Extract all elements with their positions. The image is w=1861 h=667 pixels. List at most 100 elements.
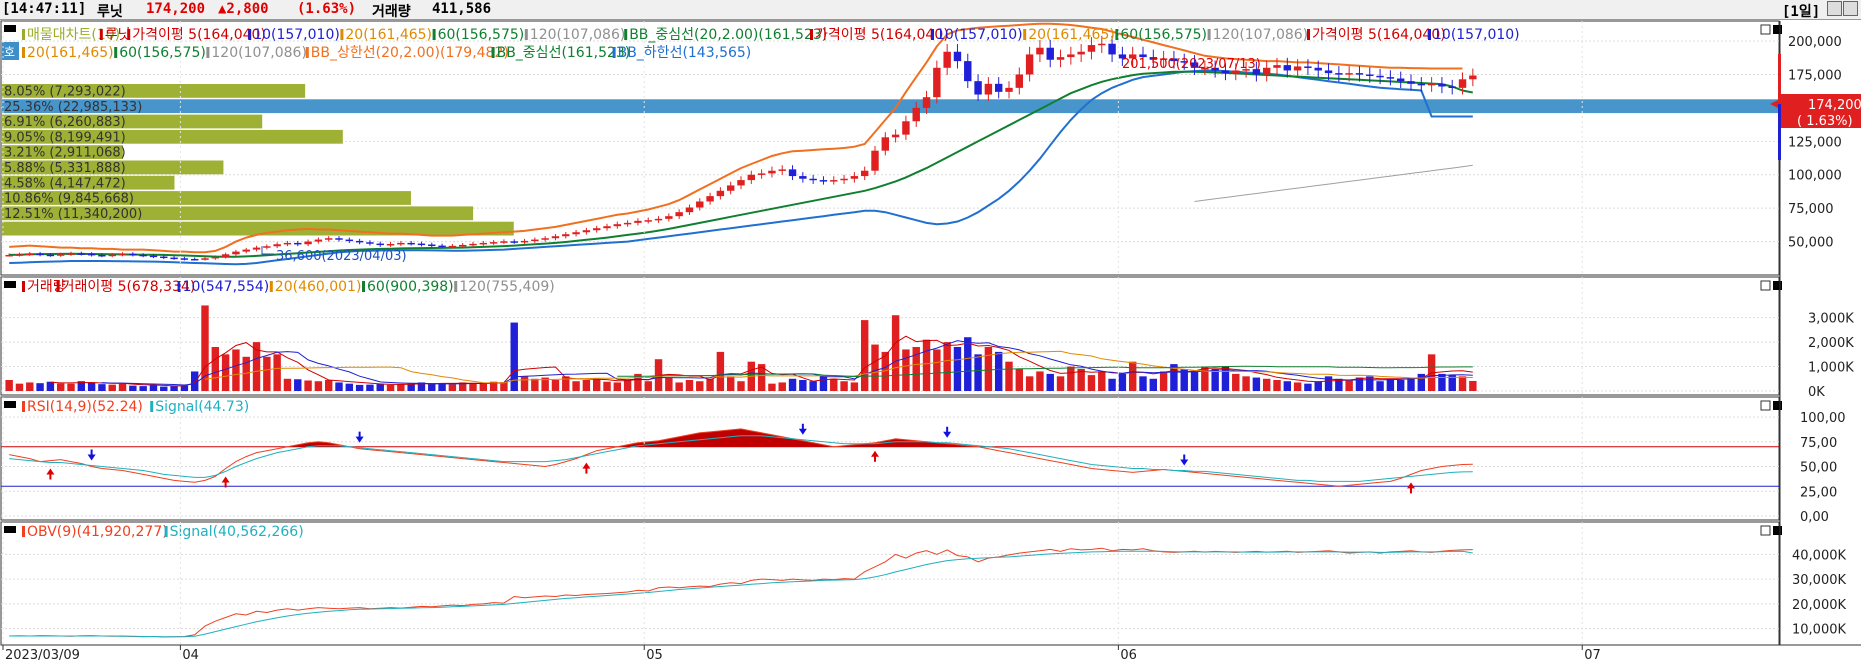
volume-bar — [1469, 380, 1477, 391]
legend-label: 10(547,554) — [183, 279, 270, 295]
candle — [603, 226, 611, 229]
volume-bar — [1376, 381, 1384, 391]
volume-bar — [1314, 381, 1322, 391]
legend-label: BB_상한선(20,2.00)(179,482) — [311, 45, 509, 61]
restore-icon[interactable] — [1827, 1, 1842, 16]
volume-bar — [1283, 381, 1292, 391]
candle — [613, 224, 622, 227]
period-selector[interactable]: [1일] — [1782, 4, 1821, 20]
legend-swatch — [22, 401, 25, 412]
candle — [1211, 67, 1219, 71]
volume-bar — [438, 383, 446, 391]
volume-bar — [87, 382, 96, 391]
volume-y-tick: 3,000K — [1808, 312, 1854, 327]
candle — [1262, 67, 1271, 75]
candle — [1438, 83, 1446, 87]
legend-label: 60(156,575) — [119, 45, 206, 61]
candle — [737, 180, 745, 186]
candle — [98, 254, 106, 257]
side-tag-box — [2, 42, 19, 60]
volume-bar — [170, 386, 178, 391]
high-annotation: 201,500(2023/07/13) — [1122, 57, 1261, 72]
volume-bar — [314, 381, 323, 391]
candle — [830, 180, 838, 182]
price-range-bar — [1778, 54, 1781, 160]
x-axis-label: 07 — [1584, 648, 1601, 663]
panel-maximize-icon — [1760, 280, 1771, 291]
candle — [345, 239, 354, 242]
candle — [994, 83, 1003, 92]
legend-label: BB_하한선(143,565) — [618, 45, 752, 61]
candle — [1458, 79, 1467, 88]
candle — [1159, 58, 1168, 60]
volume-bar — [1046, 373, 1054, 391]
candle — [520, 240, 529, 243]
legend-swatch — [1023, 29, 1027, 40]
legend-label: 가격이평 5(164,040) — [815, 27, 949, 43]
candle — [211, 256, 220, 259]
volume-bar — [479, 383, 488, 391]
candle — [170, 257, 178, 260]
volume-bar — [1458, 376, 1467, 391]
obv-y-tick: 10,000K — [1792, 623, 1846, 638]
candle — [221, 254, 230, 257]
legend-label: 20(460,001) — [275, 279, 362, 295]
candle — [819, 180, 828, 182]
rsi-overbought-fill — [9, 428, 1473, 447]
panel-obv — [0, 521, 1780, 646]
candle — [355, 240, 364, 243]
candle — [1087, 45, 1096, 52]
volume-bar — [160, 386, 168, 391]
candle — [438, 245, 446, 248]
legend-swatch — [150, 401, 154, 412]
candle — [1324, 70, 1333, 74]
volume-bar — [448, 384, 457, 391]
candle — [840, 178, 848, 181]
volume-bar — [149, 384, 158, 391]
legend-swatch — [164, 526, 168, 537]
candle — [778, 169, 786, 171]
candle — [1170, 58, 1178, 62]
candle — [489, 242, 498, 244]
candle — [1283, 65, 1292, 71]
panel-price — [0, 20, 1780, 276]
volume-bar — [1108, 378, 1116, 391]
volume-bar — [232, 349, 240, 391]
candle — [36, 253, 44, 256]
candle — [294, 242, 302, 245]
candle — [324, 238, 333, 240]
volume-bar — [190, 371, 199, 391]
candle — [1448, 86, 1456, 89]
candle — [1221, 70, 1230, 74]
candle — [232, 251, 240, 255]
volume-bar — [77, 381, 86, 391]
volume-profile-label: 5.88% (5,331,888) — [4, 161, 126, 176]
volume-bar — [1180, 369, 1188, 391]
panel-close-icon — [1773, 281, 1782, 290]
volume-bar — [819, 376, 828, 391]
volume-bar — [67, 383, 75, 391]
candle — [562, 234, 570, 237]
volume-bar — [1201, 366, 1209, 391]
volume-bar — [407, 383, 415, 391]
legend-label: Signal(40,562,266) — [170, 524, 304, 540]
volume-y-tick: 2,000K — [1808, 336, 1854, 351]
volume-bar — [1067, 366, 1075, 391]
candle — [726, 185, 735, 191]
candle — [160, 256, 168, 259]
candle — [252, 247, 261, 250]
candle — [1046, 47, 1054, 60]
candle — [15, 254, 24, 256]
volume-bar — [953, 347, 962, 391]
candle — [77, 253, 86, 255]
volume-bar — [757, 364, 766, 391]
close-icon[interactable] — [1843, 1, 1858, 16]
panel-close-icon — [1773, 25, 1782, 34]
obv-y-tick: 20,000K — [1792, 598, 1846, 613]
legend-swatch — [810, 29, 813, 40]
candle — [1396, 78, 1405, 82]
candle — [283, 242, 292, 245]
candle — [1025, 54, 1034, 75]
candle — [149, 255, 158, 258]
